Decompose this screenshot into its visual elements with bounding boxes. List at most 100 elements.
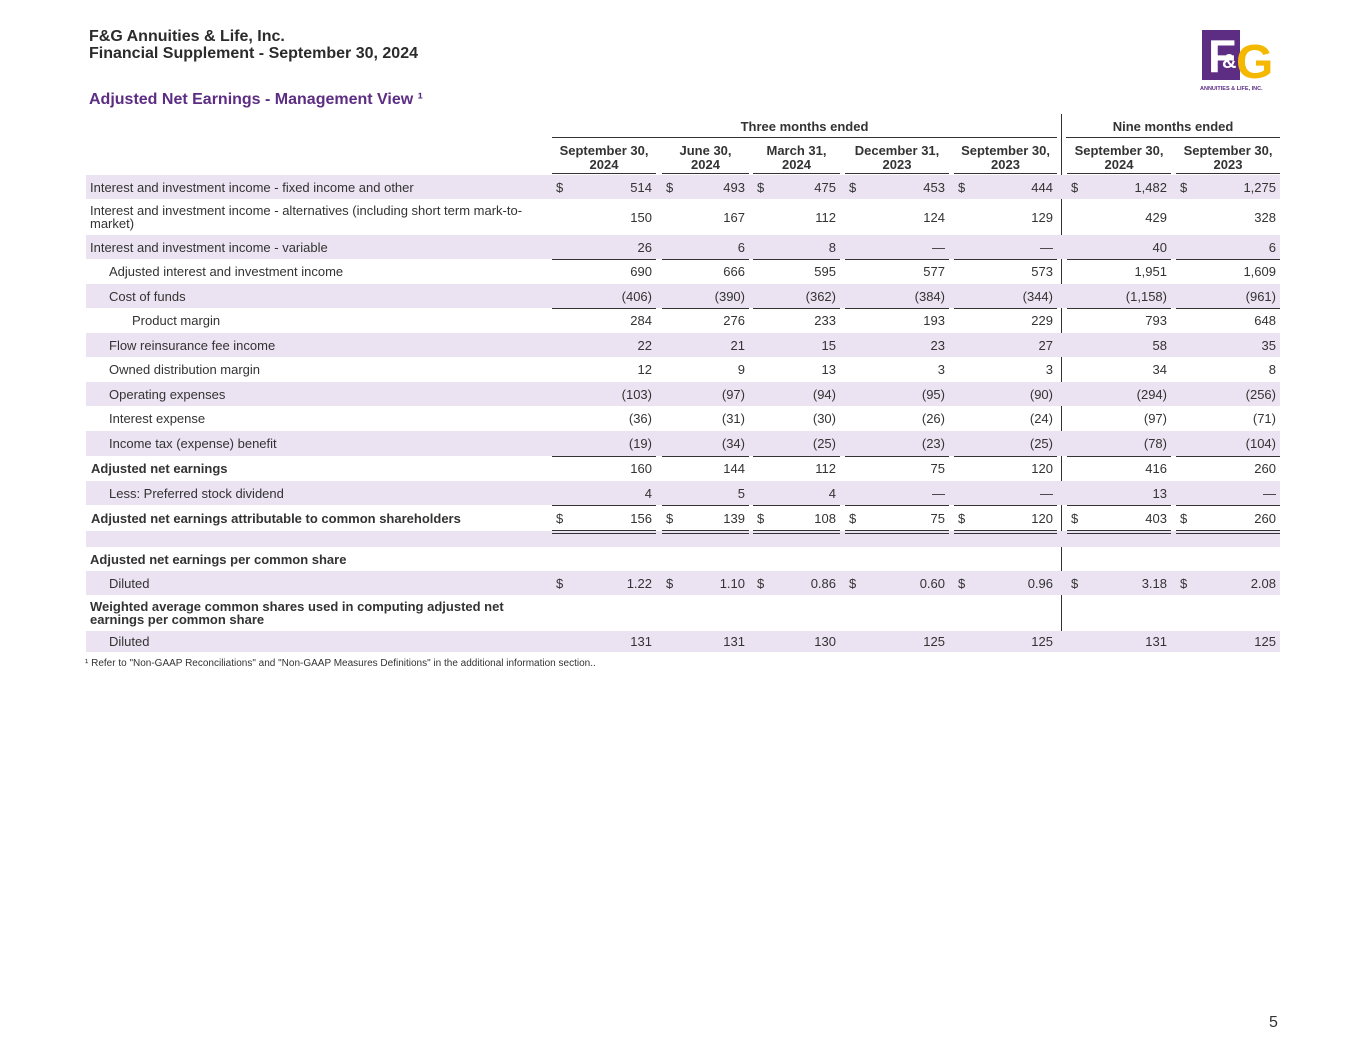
currency-symbol: $: [556, 510, 564, 526]
column-header-year: 2024: [589, 156, 619, 172]
cell-value: (25): [812, 436, 836, 451]
cell-value: 416: [1145, 461, 1167, 476]
subtotal-rule: [662, 505, 749, 506]
table-cell: 23: [845, 333, 949, 357]
cell-value: 124: [923, 209, 945, 225]
table-cell: (406): [552, 284, 656, 308]
cell-value: 284: [630, 313, 652, 328]
cell-value: 160: [630, 461, 652, 476]
table-cell: (97): [662, 382, 749, 406]
table-cell: 12: [552, 357, 656, 382]
table-cell: 21: [662, 333, 749, 357]
table-cell: 9: [662, 357, 749, 382]
cell-value: 125: [1254, 634, 1276, 649]
cell-value: 125: [1031, 634, 1053, 649]
table-row: Less: Preferred stock dividend 4 5 4 — — 13 —: [86, 481, 1280, 505]
table-cell: 167: [662, 199, 749, 235]
fg-logo: F G & ANNUITIES & LIFE, INC.: [1200, 28, 1280, 92]
table-cell: 13: [1067, 481, 1171, 505]
table-cell: 6: [1176, 235, 1280, 259]
cell-value: (34): [721, 436, 745, 451]
cell-value: 1,951: [1134, 264, 1167, 279]
table-cell: 4: [552, 481, 656, 505]
table-cell: $108: [753, 505, 840, 531]
row-label: Income tax (expense) benefit: [109, 436, 277, 451]
currency-symbol: $: [1180, 575, 1188, 591]
cell-value: 112: [815, 209, 836, 225]
subtotal-rule: [753, 456, 840, 457]
subtotal-rule: [954, 308, 1057, 309]
row-label: Interest expense: [109, 411, 206, 426]
table-cell: 6: [662, 235, 749, 259]
table-cell: (31): [662, 406, 749, 431]
column-header: September 30, 2023: [954, 144, 1057, 171]
cell-value: —: [1263, 485, 1276, 501]
currency-symbol: $: [1071, 510, 1079, 526]
group-header-nine-months: Nine months ended: [1112, 119, 1234, 134]
column-header: September 30, 2023: [1176, 144, 1280, 171]
cell-value: 493: [723, 179, 745, 195]
double-rule: [753, 530, 840, 534]
table-cell: 595: [753, 259, 840, 284]
currency-symbol: $: [1071, 575, 1079, 591]
row-label: Diluted: [109, 575, 150, 591]
cell-value: 595: [814, 264, 836, 279]
table-row: Operating expenses (103) (97) (94) (95) (90) (…: [86, 382, 1280, 406]
table-cell: —: [845, 235, 949, 259]
table-cell: (390): [662, 284, 749, 308]
table-cell: —: [954, 235, 1057, 259]
currency-symbol: $: [757, 575, 765, 591]
cell-value: 233: [814, 313, 836, 328]
subtotal-rule: [845, 259, 949, 260]
column-header-year: 2023: [1213, 156, 1243, 172]
table-cell: $0.86: [753, 571, 840, 595]
cell-value: 3.18: [1141, 575, 1167, 591]
cell-value: 15: [821, 337, 836, 353]
table-cell: 1,951: [1067, 259, 1171, 284]
double-rule: [552, 530, 656, 534]
cell-value: 125: [923, 634, 945, 649]
table-cell: $3.18: [1067, 571, 1171, 595]
cell-value: (344): [1022, 288, 1053, 304]
row-label: Cost of funds: [109, 288, 186, 304]
column-header-underline: [1067, 173, 1171, 174]
cell-value: (95): [921, 386, 945, 402]
table-cell: $475: [753, 175, 840, 199]
row-label: Operating expenses: [109, 386, 226, 402]
table-cell: 58: [1067, 333, 1171, 357]
cell-value: 144: [723, 461, 745, 476]
cell-value: 0.96: [1027, 575, 1053, 591]
table-cell: 27: [954, 333, 1057, 357]
cell-value: 276: [723, 313, 745, 328]
currency-symbol: $: [849, 179, 857, 195]
cell-value: 793: [1145, 313, 1167, 328]
column-header-line1: September 30,: [1183, 143, 1273, 158]
cell-value: 12: [637, 362, 652, 377]
table-cell: (71): [1176, 406, 1280, 431]
subtotal-rule: [552, 308, 656, 309]
cell-value: 666: [723, 264, 745, 279]
cell-value: (78): [1143, 436, 1167, 451]
subtotal-rule: [954, 259, 1057, 260]
table-cell: (94): [753, 382, 840, 406]
cell-value: (97): [721, 386, 745, 402]
cell-value: (25): [1029, 436, 1053, 451]
column-header-line1: December 31,: [854, 143, 940, 158]
cell-value: 260: [1254, 461, 1276, 476]
cell-value: 260: [1254, 510, 1276, 526]
column-header: December 31, 2023: [845, 144, 949, 171]
table-cell: (26): [845, 406, 949, 431]
svg-text:G: G: [1236, 36, 1273, 89]
table-cell: —: [954, 481, 1057, 505]
cell-value: 0.86: [810, 575, 836, 591]
table-cell: 40: [1067, 235, 1171, 259]
table-row: Flow reinsurance fee income 22 21 15 23 27 58 3…: [86, 333, 1280, 357]
cell-value: 75: [930, 510, 945, 526]
table-row: Interest and investment income - variabl…: [86, 235, 1280, 259]
cell-value: (30): [812, 411, 836, 426]
table-cell: 131: [1067, 631, 1171, 652]
cell-value: 3: [1045, 362, 1053, 377]
subtotal-rule: [954, 505, 1057, 506]
cell-value: (103): [621, 386, 652, 402]
cell-value: 453: [923, 179, 945, 195]
